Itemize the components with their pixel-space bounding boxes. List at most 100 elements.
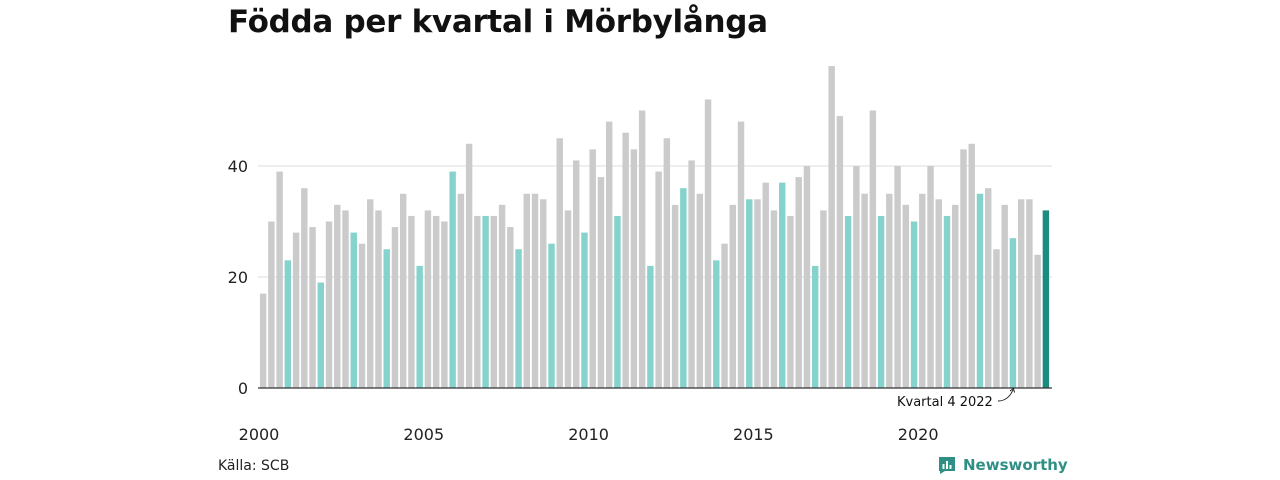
bar-2015-k2	[762, 182, 769, 388]
bar-2005-k3	[441, 221, 448, 388]
x-tick-label: 2005	[403, 425, 444, 444]
bar-2018-k2	[861, 193, 868, 388]
bar-2004-k3	[408, 215, 415, 388]
bar-2018-k4	[877, 215, 885, 388]
bar-2002-k3	[342, 210, 349, 388]
brand-name: Newsworthy	[963, 456, 1068, 474]
bar-2020-k2	[927, 166, 934, 388]
bar-2017-k3	[836, 116, 844, 389]
bar-2005-k2	[432, 215, 440, 388]
bar-2023-k3	[1034, 254, 1041, 388]
bar-2002-k4	[350, 232, 357, 388]
bar-2020-k3	[935, 199, 942, 388]
bar-2020-k1	[919, 193, 926, 388]
bar-2005-k1	[424, 210, 432, 388]
bar-2004-k4	[416, 265, 423, 388]
bar-2001-k2	[301, 188, 308, 388]
bar-2004-k2	[399, 193, 407, 388]
bar-2005-k4	[449, 171, 456, 388]
bar-2017-k2	[828, 66, 835, 388]
bar-2020-k4	[943, 215, 951, 388]
bar-2015-k4	[779, 182, 786, 388]
y-axis-ticks: 0 20 40	[228, 157, 248, 398]
bar-2009-k2	[564, 210, 572, 388]
bar-2008-k3	[540, 199, 547, 388]
bar-2007-k3	[507, 227, 514, 388]
bar-2011-k3	[638, 110, 646, 388]
bar-2003-k2	[367, 199, 374, 388]
y-tick-label: 40	[228, 157, 248, 176]
y-tick-label: 20	[228, 268, 248, 287]
annotation: Kvartal 4 2022	[897, 387, 1015, 410]
bar-2022-k4	[1009, 238, 1017, 388]
bar-2016-k2	[795, 177, 802, 388]
bar-2009-k4	[581, 232, 588, 388]
bar-2008-k2	[531, 193, 539, 388]
bar-2016-k4	[811, 265, 819, 388]
bar-2008-k1	[523, 193, 530, 388]
bar-2002-k2	[334, 204, 341, 388]
bar-2010-k3	[605, 121, 613, 388]
bar-2000-k3	[276, 171, 283, 388]
brand-logo[interactable]: Newsworthy	[937, 455, 1068, 475]
bars	[259, 66, 1050, 389]
bar-2009-k1	[556, 138, 563, 388]
y-tick-label: 0	[238, 379, 248, 398]
bar-2019-k1	[886, 193, 893, 388]
bar-2023-k4	[1042, 210, 1050, 388]
annotation-arrow	[997, 389, 1014, 402]
bar-2004-k1	[391, 227, 399, 388]
bar-2018-k1	[853, 166, 860, 388]
bar-2001-k4	[317, 282, 325, 388]
bar-2013-k2	[696, 193, 704, 388]
bar-2017-k1	[820, 210, 827, 388]
x-tick-label: 2015	[733, 425, 774, 444]
bar-2014-k3	[737, 121, 745, 388]
bar-2011-k1	[622, 132, 629, 388]
bar-2021-k4	[976, 193, 984, 388]
chart-title: Födda per kvartal i Mörbylånga	[228, 4, 768, 40]
source-note: Källa: SCB	[218, 458, 290, 474]
bar-2022-k1	[984, 188, 992, 388]
bar-2019-k3	[902, 204, 910, 388]
bar-2011-k4	[647, 265, 654, 388]
bar-2006-k2	[465, 143, 473, 388]
bar-2013-k3	[704, 99, 712, 389]
bar-2003-k3	[375, 210, 382, 388]
bar-chart: 0 20 40 2000 2005 2010 2015 2020 Kvartal 4 202…	[228, 66, 1052, 444]
x-tick-label: 2020	[898, 425, 939, 444]
bar-2010-k2	[597, 177, 605, 388]
bar-2003-k4	[383, 249, 390, 388]
bar-2007-k1	[490, 215, 498, 388]
bar-2002-k1	[325, 221, 333, 388]
bar-2011-k2	[630, 149, 638, 388]
bar-2012-k1	[655, 171, 662, 388]
bar-2007-k4	[515, 249, 522, 388]
x-axis-ticks: 2000 2005 2010 2015 2020	[239, 425, 939, 444]
bar-2001-k1	[292, 232, 300, 388]
bar-2021-k1	[952, 204, 959, 388]
bar-2001-k3	[309, 227, 316, 388]
bar-2014-k1	[721, 243, 728, 388]
bar-2000-k1	[259, 293, 267, 388]
bar-2010-k4	[614, 215, 621, 388]
bar-2013-k4	[713, 260, 720, 388]
bar-2017-k4	[844, 215, 852, 388]
bar-2006-k4	[482, 215, 489, 388]
bar-2019-k2	[894, 166, 901, 388]
bar-2000-k2	[268, 221, 275, 388]
bar-2014-k2	[729, 204, 736, 388]
bar-2021-k3	[968, 143, 975, 388]
bar-2007-k2	[498, 204, 506, 388]
bar-2003-k1	[358, 243, 366, 388]
x-tick-label: 2010	[568, 425, 609, 444]
bar-2009-k3	[573, 160, 580, 388]
bar-2023-k1	[1017, 199, 1025, 388]
annotation-arrowhead	[1009, 387, 1015, 393]
bar-2014-k4	[746, 199, 753, 388]
bar-2012-k3	[671, 204, 679, 388]
bar-2006-k3	[474, 215, 481, 388]
bar-2016-k3	[803, 166, 811, 388]
bar-2012-k2	[663, 138, 671, 388]
bar-2000-k4	[284, 260, 292, 388]
